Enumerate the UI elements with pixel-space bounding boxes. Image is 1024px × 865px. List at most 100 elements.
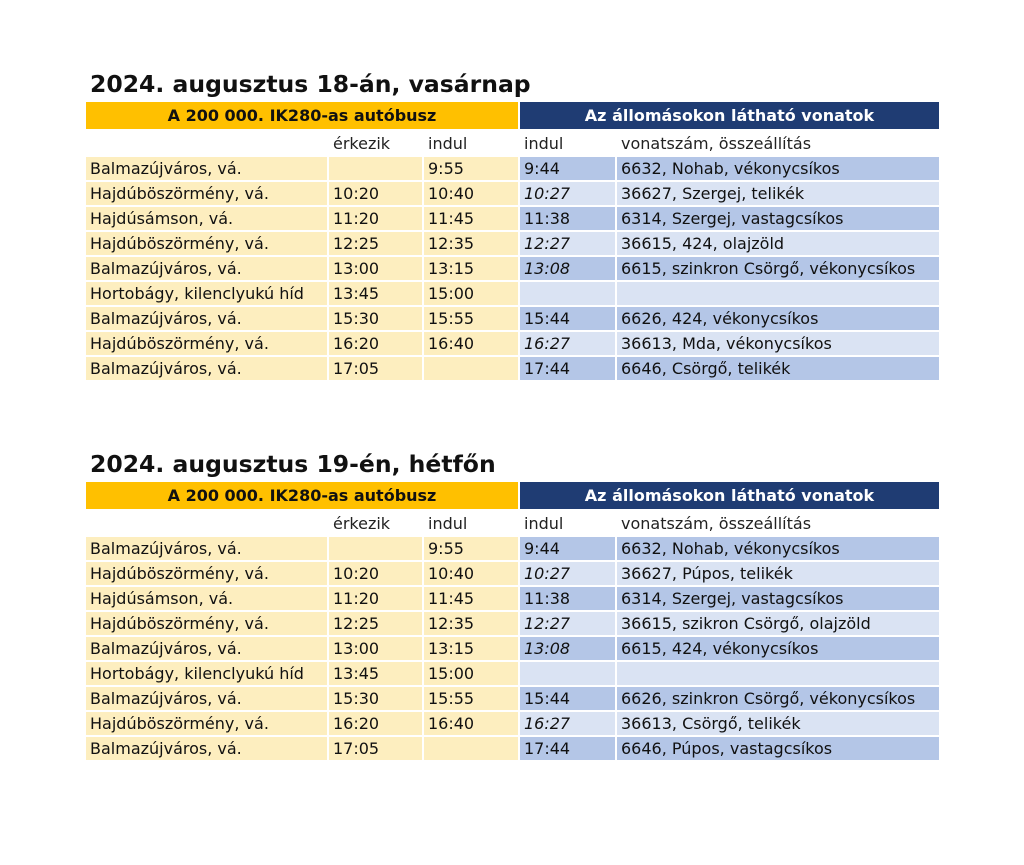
train-time-cell: 16:27 [520, 712, 615, 735]
depart-cell: 11:45 [424, 207, 518, 230]
depart-cell: 9:55 [424, 157, 518, 180]
station-cell: Hajdúböszörmény, vá. [86, 232, 327, 255]
depart-cell: 10:40 [424, 182, 518, 205]
depart-cell: 16:40 [424, 712, 518, 735]
arrive-cell: 13:45 [329, 662, 422, 685]
station-cell: Balmazújváros, vá. [86, 257, 327, 280]
train-info-cell: 36615, szikron Csörgő, olajzöld [617, 612, 939, 635]
train-time-cell: 9:44 [520, 157, 615, 180]
table-body: Balmazújváros, vá. 9:55 9:44 6632, Nohab, v… [86, 537, 939, 762]
section-title: 2024. augusztus 19-én, hétfőn [90, 450, 496, 478]
train-info-cell: 6314, Szergej, vastagcsíkos [617, 207, 939, 230]
depart-cell [424, 737, 518, 760]
station-cell: Hortobágy, kilenclyukú híd [86, 282, 327, 305]
arrive-cell: 16:20 [329, 332, 422, 355]
table-row: Hortobágy, kilenclyukú híd 13:45 15:00 [86, 282, 939, 307]
arrive-cell: 13:00 [329, 257, 422, 280]
arrive-cell: 13:00 [329, 637, 422, 660]
train-depart-column-label: indul [524, 514, 564, 533]
table-row: Hajdúböszörmény, vá. 16:20 16:40 16:27 36613… [86, 712, 939, 737]
depart-cell: 15:00 [424, 282, 518, 305]
arrive-cell: 12:25 [329, 612, 422, 635]
trains-header: Az állomásokon látható vonatok [520, 482, 939, 509]
table-row: Balmazújváros, vá. 9:55 9:44 6632, Nohab, v… [86, 537, 939, 562]
depart-cell: 16:40 [424, 332, 518, 355]
station-cell: Hortobágy, kilenclyukú híd [86, 662, 327, 685]
depart-cell: 10:40 [424, 562, 518, 585]
depart-cell [424, 357, 518, 380]
section-title: 2024. augusztus 18-án, vasárnap [90, 70, 531, 98]
schedule-section: 2024. augusztus 19-én, hétfőn A 200 000.… [86, 446, 939, 762]
arrive-cell: 10:20 [329, 182, 422, 205]
train-time-cell [520, 282, 615, 305]
train-time-cell: 17:44 [520, 737, 615, 760]
train-time-cell: 12:27 [520, 612, 615, 635]
train-info-cell: 6626, szinkron Csörgő, vékonycsíkos [617, 687, 939, 710]
table-header: A 200 000. IK280-as autóbusz Az állomáso… [86, 102, 939, 132]
table-row: Balmazújváros, vá. 13:00 13:15 13:08 6615, s… [86, 257, 939, 282]
train-time-cell: 12:27 [520, 232, 615, 255]
arrive-cell: 16:20 [329, 712, 422, 735]
train-time-cell: 13:08 [520, 637, 615, 660]
station-cell: Balmazújváros, vá. [86, 737, 327, 760]
train-info-cell: 36627, Púpos, telikék [617, 562, 939, 585]
arrive-cell: 15:30 [329, 307, 422, 330]
arrive-cell: 13:45 [329, 282, 422, 305]
train-info-cell: 6646, Csörgő, telikék [617, 357, 939, 380]
column-subheader: érkezik indul indul vonatszám, összeállí… [86, 512, 939, 537]
station-cell: Balmazújváros, vá. [86, 307, 327, 330]
train-time-cell: 10:27 [520, 562, 615, 585]
train-info-cell: 36627, Szergej, telikék [617, 182, 939, 205]
table-header: A 200 000. IK280-as autóbusz Az állomáso… [86, 482, 939, 512]
train-info-cell: 6632, Nohab, vékonycsíkos [617, 537, 939, 560]
station-cell: Balmazújváros, vá. [86, 537, 327, 560]
table-row: Balmazújváros, vá. 15:30 15:55 15:44 6626, s… [86, 687, 939, 712]
station-cell: Hajdúsámson, vá. [86, 207, 327, 230]
train-time-cell: 17:44 [520, 357, 615, 380]
train-time-cell: 10:27 [520, 182, 615, 205]
depart-cell: 13:15 [424, 257, 518, 280]
schedule-section: 2024. augusztus 18-án, vasárnap A 200 00… [86, 66, 939, 382]
arrive-cell: 15:30 [329, 687, 422, 710]
train-time-cell: 15:44 [520, 687, 615, 710]
arrive-cell: 17:05 [329, 737, 422, 760]
table-row: Hajdúsámson, vá. 11:20 11:45 11:38 6314, Sze… [86, 207, 939, 232]
train-info-column-label: vonatszám, összeállítás [621, 134, 812, 153]
depart-cell: 15:55 [424, 687, 518, 710]
table-row: Balmazújváros, vá. 15:30 15:55 15:44 6626, 4… [86, 307, 939, 332]
table-row: Balmazújváros, vá. 17:05 17:44 6646, Csörgő… [86, 357, 939, 382]
arrive-cell [329, 157, 422, 180]
train-info-cell: 6314, Szergej, vastagcsíkos [617, 587, 939, 610]
station-cell: Hajdúsámson, vá. [86, 587, 327, 610]
station-cell: Hajdúböszörmény, vá. [86, 712, 327, 735]
depart-column-label: indul [428, 514, 468, 533]
station-cell: Hajdúböszörmény, vá. [86, 612, 327, 635]
train-info-cell: 36613, Mda, vékonycsíkos [617, 332, 939, 355]
trains-header: Az állomásokon látható vonatok [520, 102, 939, 129]
station-cell: Hajdúböszörmény, vá. [86, 332, 327, 355]
depart-cell: 11:45 [424, 587, 518, 610]
train-time-cell: 9:44 [520, 537, 615, 560]
table-row: Hortobágy, kilenclyukú híd 13:45 15:00 [86, 662, 939, 687]
depart-cell: 9:55 [424, 537, 518, 560]
train-time-cell: 15:44 [520, 307, 615, 330]
depart-cell: 13:15 [424, 637, 518, 660]
train-info-cell: 6615, szinkron Csörgő, vékonycsíkos [617, 257, 939, 280]
train-info-cell: 6626, 424, vékonycsíkos [617, 307, 939, 330]
train-info-cell: 6646, Púpos, vastagcsíkos [617, 737, 939, 760]
train-info-cell: 36615, 424, olajzöld [617, 232, 939, 255]
column-subheader: érkezik indul indul vonatszám, összeállí… [86, 132, 939, 157]
train-time-cell: 11:38 [520, 207, 615, 230]
arrive-cell: 17:05 [329, 357, 422, 380]
table-row: Hajdúsámson, vá. 11:20 11:45 11:38 6314, Sze… [86, 587, 939, 612]
table-body: Balmazújváros, vá. 9:55 9:44 6632, Nohab, v… [86, 157, 939, 382]
train-info-cell [617, 662, 939, 685]
table-row: Balmazújváros, vá. 13:00 13:15 13:08 6615, 4… [86, 637, 939, 662]
arrive-cell: 10:20 [329, 562, 422, 585]
depart-cell: 15:00 [424, 662, 518, 685]
train-time-cell: 16:27 [520, 332, 615, 355]
train-info-cell [617, 282, 939, 305]
arrive-cell: 11:20 [329, 587, 422, 610]
depart-cell: 15:55 [424, 307, 518, 330]
depart-column-label: indul [428, 134, 468, 153]
